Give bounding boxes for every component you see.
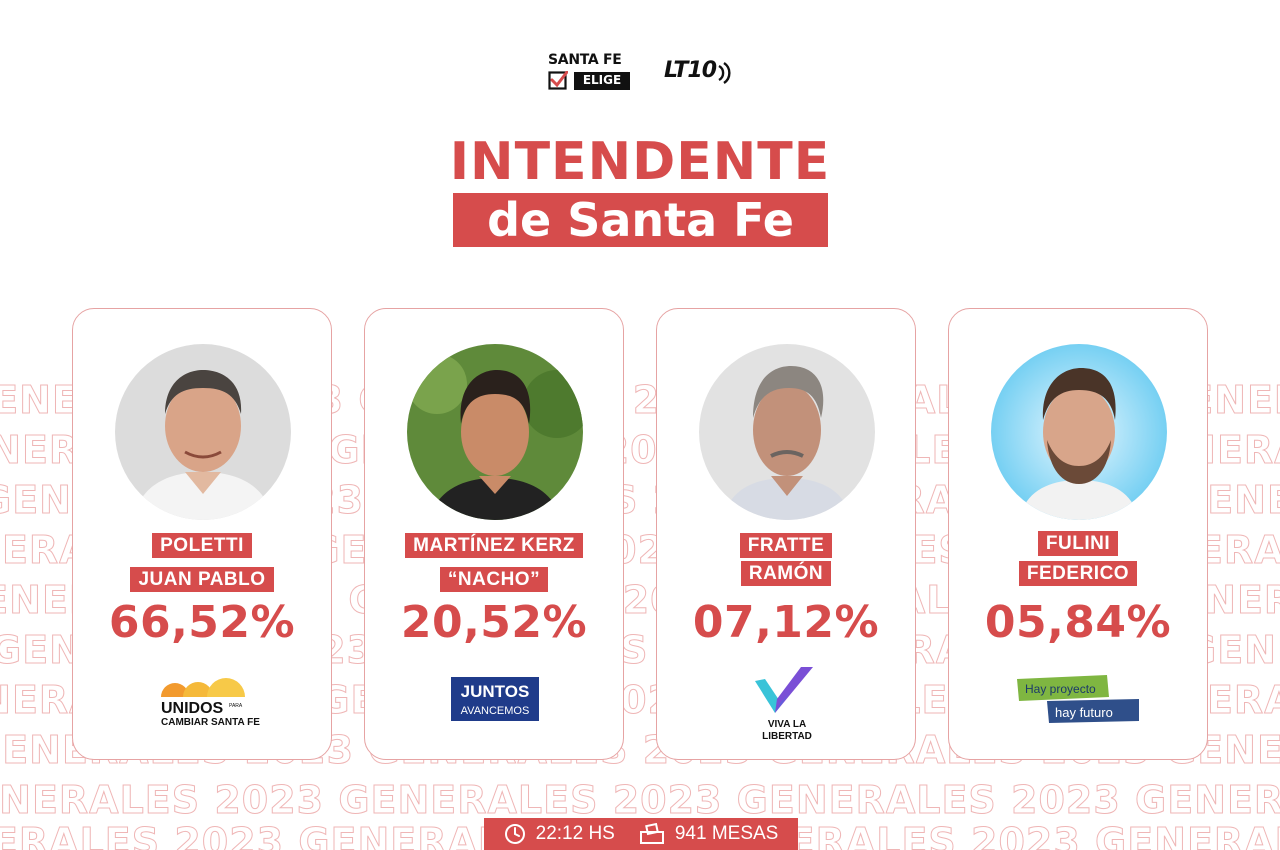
party-logo-text2: hay futuro [1055, 705, 1113, 720]
footer-tables: 941 MESAS [674, 823, 779, 844]
candidate-given-name: JUAN PABLO [130, 567, 274, 592]
santa-fe-elige-logo: SANTA FE ELIGE [548, 52, 632, 94]
party-logo-text1: UNIDOS [161, 700, 224, 717]
candidate-given-line: FEDERICO [949, 561, 1207, 586]
candidate-photo [991, 344, 1167, 520]
candidate-surname-line: FULINI [949, 531, 1207, 556]
viva-la-libertad-logo-icon: VIVA LA LIBERTAD [755, 667, 813, 742]
lt10-logo: LT10 [664, 58, 734, 88]
candidate-percentage: 20,52% [400, 597, 588, 648]
candidate-card-fratte: FRATTE RAMÓN 07,12% VIVA LA LIBERTAD [656, 308, 916, 760]
party-logo-text1: JUNTOS [461, 682, 530, 701]
candidate-surname-line: FRATTE [657, 533, 915, 558]
candidate-portrait-icon [407, 344, 583, 520]
candidate-card-fulini: FULINI FEDERICO 05,84% Hay proyecto hay … [948, 308, 1208, 760]
candidate-portrait-icon [699, 344, 875, 520]
logo-santafe-line1: SANTA FE [548, 52, 622, 68]
party-logo-text2: LIBERTAD [762, 731, 812, 742]
party-logo-text1: Hay proyecto [1025, 682, 1096, 696]
party-logo-unidos: UNIDOS PARA CAMBIAR SANTA FE [73, 671, 331, 741]
candidate-percentage: 07,12% [692, 597, 880, 648]
footer-time: 22:12 HS [535, 823, 615, 844]
candidate-card-martinez-kerz: MARTÍNEZ KERZ “NACHO” 20,52% JUNTOS AVAN… [364, 308, 624, 760]
party-logo-viva-la-libertad: VIVA LA LIBERTAD [657, 663, 915, 742]
candidate-given-line: RAMÓN [657, 561, 915, 586]
page-title: INTENDENTE [449, 132, 831, 192]
candidate-surname-line: MARTÍNEZ KERZ [365, 533, 623, 558]
logo-lt10-text: LT10 [664, 58, 717, 83]
party-logo-hay-proyecto: Hay proyecto hay futuro [949, 671, 1207, 741]
candidate-given-name: RAMÓN [740, 561, 832, 586]
page-subtitle-box: de Santa Fe [453, 193, 828, 247]
party-logo-small: PARA [229, 703, 243, 709]
checkbox-check-icon [548, 71, 568, 90]
candidate-percentage: 66,52% [108, 597, 296, 648]
candidate-given-name: “NACHO” [439, 567, 549, 592]
juntos-avancemos-logo-icon: JUNTOS AVANCEMOS [451, 677, 539, 721]
candidate-surname: POLETTI [152, 533, 252, 558]
watermark-row: GENERALES 2023 GENERALES 2023 GENERALES … [0, 778, 1280, 823]
broadcast-icon [718, 62, 731, 84]
party-logo-juntos: JUNTOS AVANCEMOS [365, 671, 623, 741]
candidate-surname: FULINI [1037, 531, 1119, 556]
party-logo-text2: CAMBIAR SANTA FE [161, 717, 260, 728]
candidate-card-poletti: POLETTI JUAN PABLO 66,52% UNIDOS PARA CA… [72, 308, 332, 760]
candidate-surname: MARTÍNEZ KERZ [405, 533, 583, 558]
page-subtitle: de Santa Fe [487, 193, 794, 247]
hay-proyecto-logo-icon: Hay proyecto hay futuro [1017, 675, 1139, 723]
candidate-photo [115, 344, 291, 520]
unidos-logo-icon: UNIDOS PARA CAMBIAR SANTA FE [161, 678, 260, 728]
candidate-portrait-icon [991, 344, 1167, 520]
footer-status-bar: 22:12 HS 941 MESAS [484, 818, 798, 850]
candidate-given-line: “NACHO” [365, 567, 623, 592]
candidate-given-name: FEDERICO [1018, 561, 1138, 586]
ballot-box-icon [639, 823, 664, 844]
party-logo-text1: VIVA LA [768, 719, 806, 730]
candidate-surname: FRATTE [739, 533, 833, 558]
candidate-surname-line: POLETTI [73, 533, 331, 558]
party-logo-text2: AVANCEMOS [461, 705, 530, 717]
logo-santafe-line2: ELIGE [574, 72, 630, 90]
candidate-photo [407, 344, 583, 520]
candidate-percentage: 05,84% [984, 597, 1172, 648]
clock-icon [504, 824, 525, 844]
candidate-photo [699, 344, 875, 520]
candidate-given-line: JUAN PABLO [73, 567, 331, 592]
candidate-portrait-icon [115, 344, 291, 520]
